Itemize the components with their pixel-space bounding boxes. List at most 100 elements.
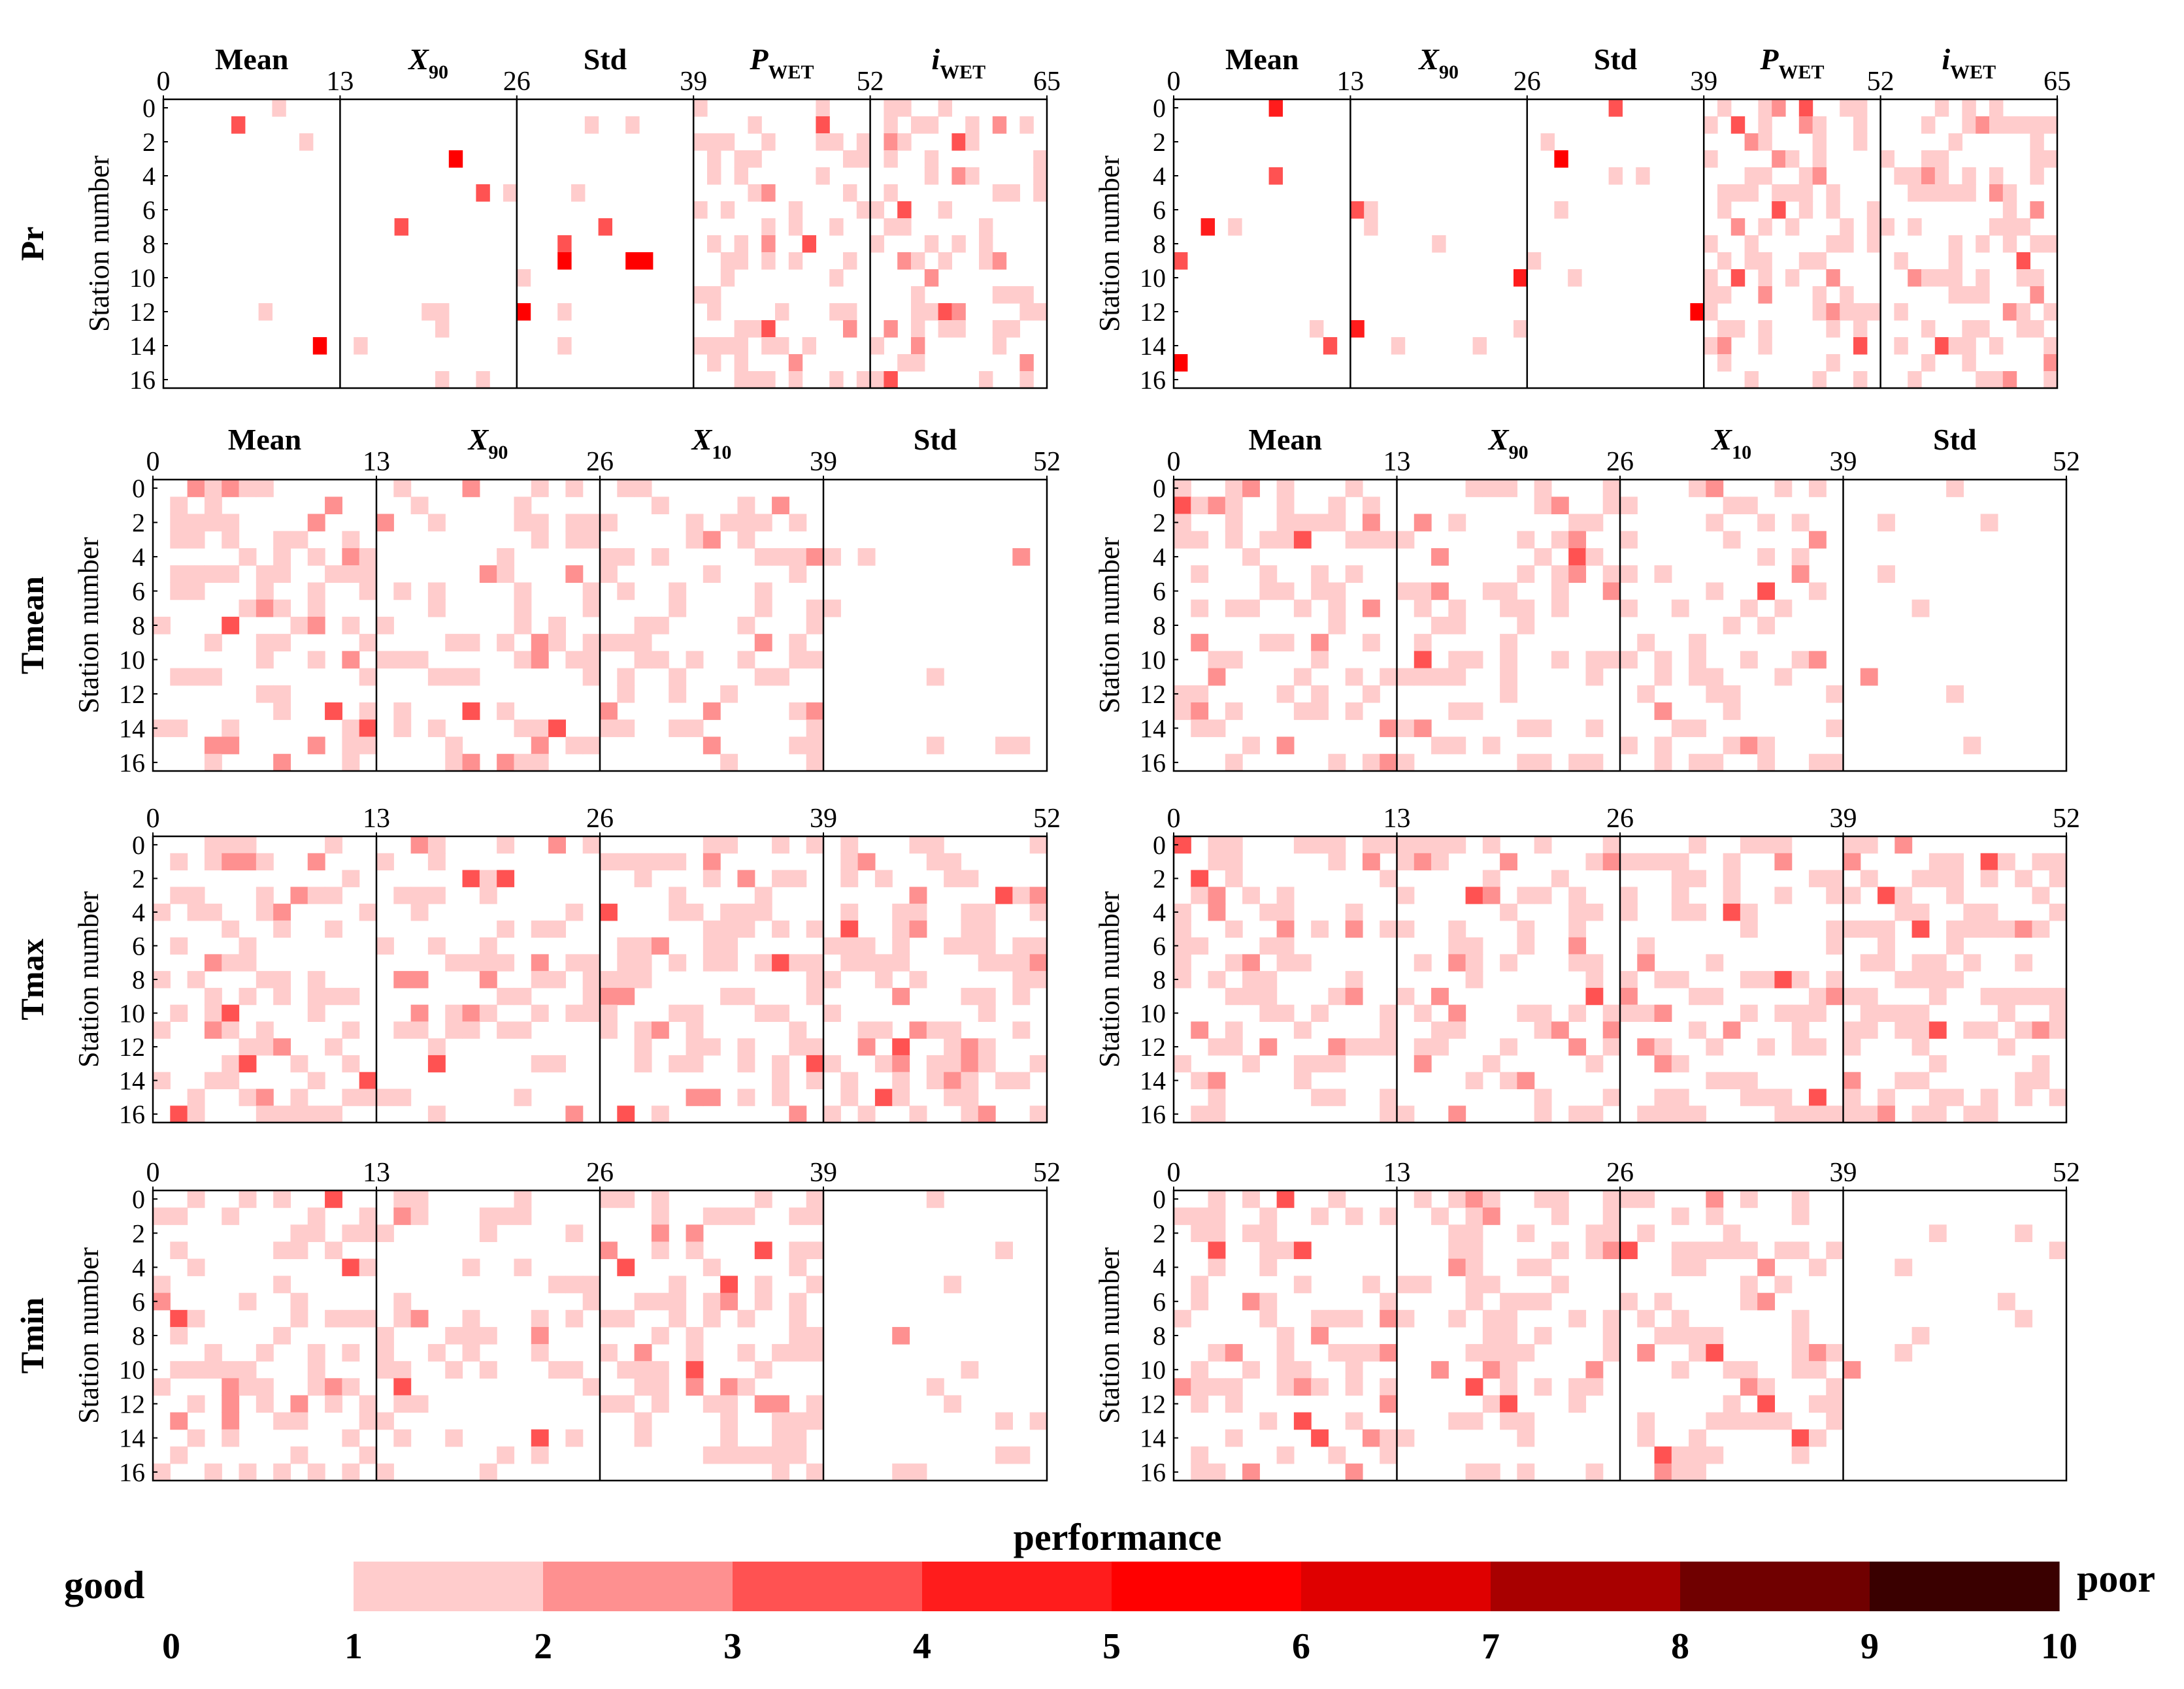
heatmap-cell: [239, 836, 257, 854]
heatmap-cell: [1894, 167, 1908, 185]
heatmap-cell: [503, 184, 518, 202]
heatmap-cell: [1654, 853, 1672, 871]
heatmap-cell: [1225, 702, 1243, 720]
heatmap-cell: [1276, 937, 1295, 955]
heatmap-cell: [1225, 531, 1243, 549]
heatmap-cell: [1482, 736, 1500, 755]
heatmap-cell: [1554, 150, 1568, 168]
heatmap-cell: [1671, 1241, 1689, 1260]
heatmap-cell: [926, 1055, 944, 1073]
heatmap-cell: [476, 184, 490, 202]
y-tick-label: 2: [132, 1219, 145, 1248]
heatmap-cell: [720, 937, 738, 955]
heatmap-cell: [1946, 853, 1964, 871]
heatmap-cell: [1980, 1021, 1998, 1039]
heatmap-cell: [1689, 1326, 1706, 1345]
y-tick-label: 8: [1153, 965, 1166, 994]
heatmap-cell: [703, 1446, 721, 1464]
heatmap-cell: [1414, 514, 1432, 532]
heatmap-cell: [393, 887, 412, 904]
heatmap-cell: [1921, 269, 1936, 287]
heatmap-cell: [531, 1344, 549, 1362]
heatmap-cell: [582, 987, 601, 1006]
heatmap-cell: [497, 870, 515, 887]
heatmap-cell: [582, 1378, 601, 1396]
heatmap-cell: [1980, 987, 1998, 1006]
heatmap-cell: [256, 853, 274, 871]
heatmap-cell: [1345, 1207, 1363, 1225]
y-tick-label: 2: [142, 127, 156, 157]
heatmap-cell: [1921, 320, 1936, 338]
heatmap-cell: [1345, 702, 1363, 720]
heatmap-cell: [1174, 1378, 1191, 1396]
heatmap-cell: [342, 987, 360, 1006]
heatmap-cell: [1878, 920, 1895, 938]
heatmap-cell: [737, 497, 755, 515]
heatmap-cell: [273, 1412, 291, 1430]
heatmap-cell: [1551, 531, 1569, 549]
heatmap-cell: [1391, 337, 1406, 355]
heatmap-cell: [1808, 1429, 1827, 1447]
heatmap-cell: [806, 548, 824, 566]
heatmap-cell: [1843, 1106, 1861, 1123]
heatmap-cell: [1826, 1344, 1844, 1362]
heatmap-cell: [1259, 1412, 1278, 1430]
heatmap-cell: [222, 1412, 240, 1430]
heatmap-cell: [204, 565, 222, 583]
heatmap-cell: [720, 1292, 738, 1311]
heatmap-cell: [359, 1395, 377, 1413]
heatmap-cell: [1259, 937, 1278, 955]
heatmap-cell: [720, 201, 735, 219]
heatmap-cell: [892, 987, 910, 1006]
heatmap-cell: [1293, 514, 1312, 532]
heatmap-cell: [1208, 853, 1226, 871]
x-tick-label: 39: [1690, 67, 1717, 97]
heatmap-cell: [816, 167, 830, 185]
heatmap-cell: [1962, 116, 1976, 134]
heatmap-cell: [995, 1412, 1013, 1430]
heatmap-cell: [187, 904, 205, 921]
section-subscript: 90: [488, 442, 508, 463]
heatmap-cell: [1191, 1275, 1209, 1294]
heatmap-cell: [1620, 565, 1638, 583]
heatmap-cell: [1414, 1190, 1432, 1208]
heatmap-cell: [1242, 599, 1260, 617]
heatmap-cell: [1976, 269, 1990, 287]
heatmap-cell: [734, 337, 748, 355]
heatmap-cell: [1620, 736, 1638, 755]
heatmap-cell: [2002, 218, 2017, 236]
heatmap-cell: [978, 1106, 996, 1123]
heatmap-cell: [1962, 184, 1976, 202]
heatmap-cell: [1500, 1309, 1517, 1328]
heatmap-cell: [204, 514, 222, 532]
heatmap-cell: [393, 582, 412, 600]
heatmap-cell: [2032, 853, 2050, 871]
heatmap-cell: [1826, 887, 1844, 904]
heatmap-cell: [1225, 870, 1243, 887]
y-tick-label: 10: [119, 999, 145, 1028]
heatmap-cell: [170, 1004, 188, 1023]
heatmap-cell: [1259, 1309, 1278, 1328]
heatmap-cell: [823, 1055, 841, 1073]
heatmap-cell: [290, 1412, 308, 1430]
x-tick-label: 26: [586, 1158, 614, 1188]
heatmap-cell: [462, 1004, 480, 1023]
heatmap-cell: [840, 937, 859, 955]
heatmap-cell: [1293, 531, 1312, 549]
heatmap-cell: [1671, 1463, 1689, 1481]
heatmap-cell: [1208, 1241, 1226, 1260]
heatmap-cell: [359, 719, 377, 738]
heatmap-cell: [273, 1241, 291, 1260]
heatmap-cell: [897, 252, 912, 270]
heatmap-cell: [1551, 1207, 1569, 1225]
heatmap-cell: [754, 1241, 772, 1260]
heatmap-cell: [1311, 565, 1329, 583]
heatmap-cell: [1976, 116, 1990, 134]
heatmap-cell: [256, 1089, 274, 1106]
heatmap-cell: [686, 1378, 704, 1396]
heatmap-cell: [926, 1021, 944, 1039]
heatmap-cell: [342, 616, 360, 634]
heatmap-cell: [1482, 1326, 1500, 1345]
section-subscript: WET: [1950, 61, 1996, 83]
heatmap-cell: [1637, 634, 1655, 651]
